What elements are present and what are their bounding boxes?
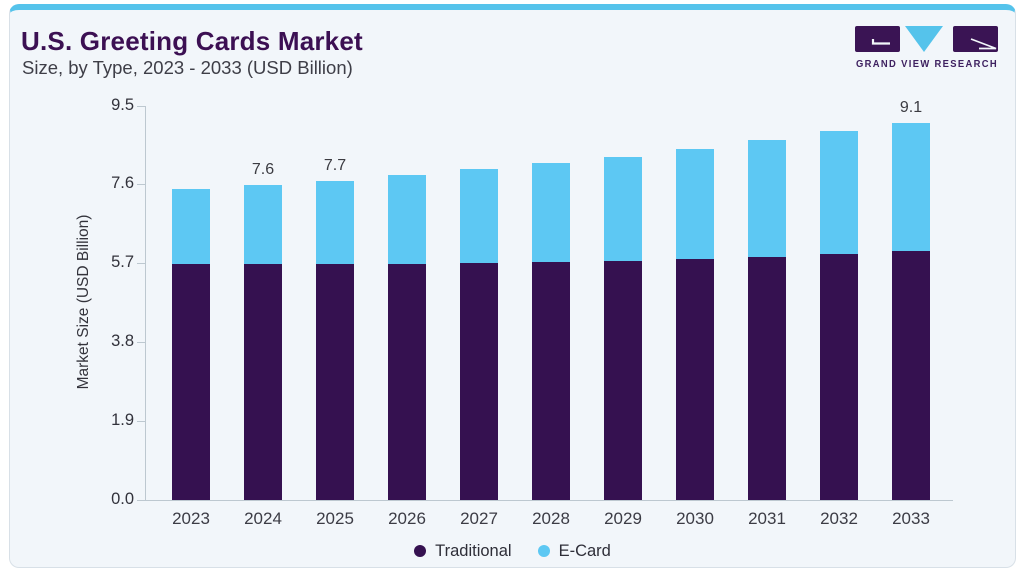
- x-axis-label-2031: 2031: [748, 509, 786, 528]
- bar-segment-traditional-2025: [316, 263, 354, 500]
- x-axis-label-2030: 2030: [676, 509, 714, 528]
- bar-segment-ecard-2032: [820, 130, 858, 255]
- y-tick-label: 0.0: [111, 489, 134, 508]
- bar-segment-traditional-2033: [892, 251, 930, 500]
- x-axis-label-2027: 2027: [460, 509, 498, 528]
- bar-segment-ecard-2025: [316, 180, 354, 264]
- y-tick-mark: [137, 263, 145, 265]
- x-axis-label-2025: 2025: [316, 509, 354, 528]
- legend: Traditional E-Card: [0, 538, 1025, 564]
- bar-segment-ecard-2027: [460, 169, 498, 263]
- bar-segment-traditional-2026: [388, 263, 426, 500]
- bar-value-label-2033: 9.1: [899, 98, 923, 116]
- y-axis-title: Market Size (USD Billion): [75, 214, 92, 390]
- x-axis-label-2028: 2028: [532, 509, 570, 528]
- bar-value-label-2024: 7.6: [251, 160, 275, 178]
- x-axis-label-2032: 2032: [820, 509, 858, 528]
- bar-segment-ecard-2030: [676, 148, 714, 259]
- bar-segment-ecard-2031: [748, 139, 786, 257]
- y-tick-label: 5.7: [111, 253, 134, 272]
- bar-segment-traditional-2027: [460, 262, 498, 500]
- y-tick-mark: [137, 341, 145, 343]
- x-axis-label-2029: 2029: [604, 509, 642, 528]
- bar-segment-traditional-2028: [532, 261, 570, 500]
- grand-view-research-logo: GRAND VIEW RESEARCH: [855, 26, 1000, 72]
- bar-segment-ecard-2023: [172, 188, 210, 264]
- bar-segment-ecard-2029: [604, 157, 642, 261]
- bar-segment-ecard-2033: [892, 122, 930, 252]
- y-tick-mark: [137, 499, 145, 501]
- chart-subtitle: Size, by Type, 2023 - 2033 (USD Billion): [22, 57, 353, 78]
- bar-value-label-2025: 7.7: [323, 156, 347, 174]
- legend-item-traditional: Traditional: [414, 541, 512, 561]
- bar-segment-traditional-2029: [604, 260, 642, 500]
- logo-text: GRAND VIEW RESEARCH: [856, 58, 998, 70]
- logo-mark-icon: GRAND VIEW RESEARCH: [855, 26, 998, 70]
- x-axis-label-2023: 2023: [172, 509, 210, 528]
- bar-segment-ecard-2028: [532, 163, 570, 262]
- y-tick-label: 7.6: [111, 174, 134, 193]
- legend-label-traditional: Traditional: [435, 541, 512, 560]
- legend-label-ecard: E-Card: [558, 541, 611, 560]
- bar-segment-traditional-2024: [244, 263, 282, 500]
- x-axis-label-2026: 2026: [388, 509, 426, 528]
- bar-segment-traditional-2032: [820, 254, 858, 500]
- y-tick-mark: [137, 420, 145, 422]
- bar-segment-ecard-2026: [388, 174, 426, 264]
- bar-segment-ecard-2024: [244, 184, 282, 264]
- x-axis-label-2033: 2033: [892, 509, 930, 528]
- y-tick-label: 9.5: [111, 95, 134, 114]
- chart-title: U.S. Greeting Cards Market: [21, 26, 363, 56]
- y-tick-mark: [137, 184, 145, 186]
- bar-segment-traditional-2031: [748, 256, 786, 500]
- bar-segment-traditional-2030: [676, 259, 714, 500]
- y-tick-mark: [137, 105, 145, 107]
- x-axis-label-2024: 2024: [244, 509, 282, 528]
- plot-area: 0.0 1.9 3.8 5.7 7.6 9.5 2023 7.6 2024 7.7 2025 2026…: [111, 96, 953, 528]
- y-tick-label: 3.8: [111, 331, 134, 350]
- y-tick-label: 1.9: [111, 410, 134, 429]
- traditional-swatch-icon: [414, 545, 427, 557]
- bar-segment-traditional-2023: [172, 263, 210, 500]
- ecard-swatch-icon: [537, 545, 550, 557]
- legend-item-ecard: E-Card: [537, 541, 611, 561]
